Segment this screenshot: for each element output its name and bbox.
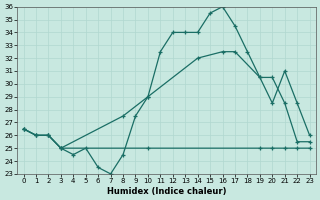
X-axis label: Humidex (Indice chaleur): Humidex (Indice chaleur) [107, 187, 226, 196]
